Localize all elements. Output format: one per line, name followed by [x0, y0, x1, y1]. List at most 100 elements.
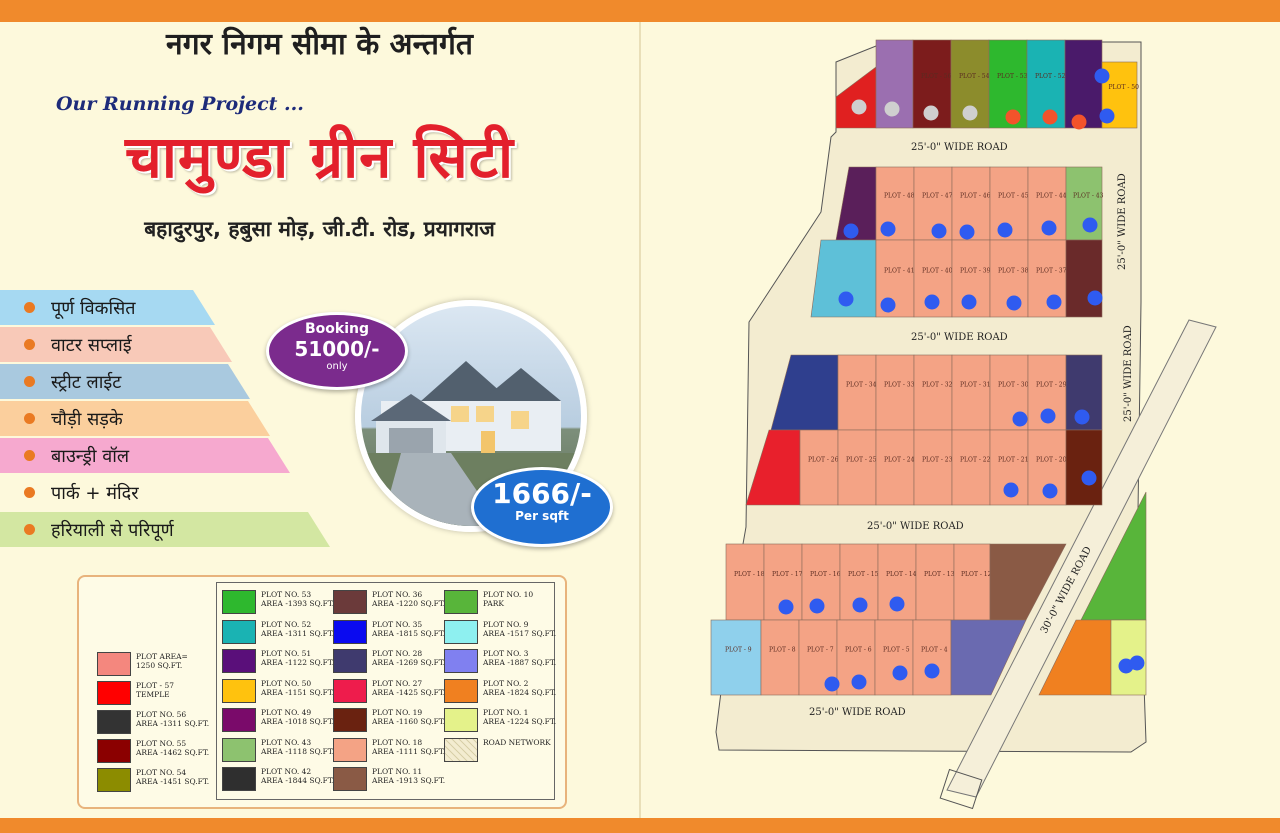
price-unit: Per sqft: [515, 509, 569, 523]
legend-item: PLOT NO. 56 AREA -1311 SQ.FT.: [97, 710, 209, 734]
booked-marker: [923, 105, 939, 121]
plot: [875, 354, 915, 431]
legend-item: PLOT NO. 9 AREA -1517 SQ.FT.: [444, 619, 556, 644]
booked-marker: [961, 294, 977, 310]
booking-label: Booking: [304, 321, 369, 337]
legend-swatch: [444, 649, 478, 673]
booked-marker: [1094, 68, 1110, 84]
booked-marker: [889, 596, 905, 612]
project-address: बहादुरपुर, हबुसा मोड़, जी.टी. रोड, प्रया…: [144, 217, 495, 241]
legend-item: PLOT NO. 43 AREA -1118 SQ.FT.: [222, 737, 334, 762]
feature-label: हरियाली से परिपूर्ण: [51, 519, 174, 541]
booked-marker: [1040, 408, 1056, 424]
legend-label: PLOT NO. 53 AREA -1393 SQ.FT.: [261, 590, 335, 608]
feature-item: बाउन्ड्री वॉल: [0, 438, 290, 473]
bullet-dot-icon: [24, 376, 35, 387]
road-label-1: 25'-0" WIDE ROAD: [911, 142, 1008, 153]
plot: [915, 543, 955, 621]
feature-item: वाटर सप्लाई: [0, 327, 232, 362]
legend-label: PLOT AREA= 1250 SQ.FT.: [136, 652, 188, 670]
legend-swatch: [222, 678, 256, 703]
plot-label: PLOT - 38: [998, 268, 1029, 275]
plot-label: PLOT - 17: [772, 571, 803, 578]
plot: [951, 354, 991, 431]
legend-item: PLOT NO. 11 AREA -1913 SQ.FT.: [333, 767, 445, 791]
plot-label: PLOT - 21: [998, 457, 1028, 464]
road-label-2: 25'-0" WIDE ROAD: [911, 332, 1008, 343]
legend-item: PLOT NO. 52 AREA -1311 SQ.FT.: [222, 619, 335, 644]
legend-item: PLOT NO. 19 AREA -1160 SQ.FT.: [333, 708, 445, 732]
plot-label: PLOT - 52: [1035, 73, 1066, 80]
plot-label: PLOT - 44: [1036, 193, 1067, 200]
plot-label: PLOT - 12: [961, 571, 992, 578]
booking-amount: 51000/-: [294, 337, 380, 361]
legend-item: PLOT NO. 51 AREA -1122 SQ.FT.: [222, 649, 334, 673]
legend-item: ROAD NETWORK: [444, 737, 551, 762]
legend-swatch: [222, 649, 256, 673]
legend-label: PLOT NO. 52 AREA -1311 SQ.FT.: [261, 619, 335, 638]
plot-label: PLOT - 13: [924, 571, 955, 578]
plot-label: PLOT - 6: [845, 647, 872, 654]
legend-item: PLOT NO. 55 AREA -1462 SQ.FT.: [97, 739, 209, 763]
bullet-dot-icon: [24, 487, 35, 498]
bottom-band: [0, 818, 1280, 833]
plot: [951, 429, 991, 506]
legend-item: PLOT NO. 53 AREA -1393 SQ.FT.: [222, 590, 334, 614]
booked-marker: [880, 297, 896, 313]
booked-marker: [851, 674, 867, 690]
legend-label: PLOT NO. 51 AREA -1122 SQ.FT.: [261, 649, 335, 667]
legend-label: PLOT NO. 10 PARK: [483, 590, 534, 608]
plot-label: PLOT - 7: [807, 647, 834, 654]
plot-label: PLOT - 34: [846, 382, 877, 389]
legend-item: PLOT - 57 TEMPLE: [97, 681, 174, 705]
booked-marker: [924, 663, 940, 679]
legend-label: PLOT NO. 56 AREA -1311 SQ.FT.: [136, 710, 210, 728]
legend-item: PLOT NO. 3 AREA -1887 SQ.FT.: [444, 649, 556, 673]
plot-label: PLOT - 29: [1036, 382, 1067, 389]
plot-label: PLOT - 40: [922, 268, 953, 275]
legend-item: PLOT NO. 50 AREA -1151 SQ.FT.: [222, 678, 335, 703]
legend-label: PLOT NO. 19 AREA -1160 SQ.FT.: [372, 708, 446, 726]
booking-badge: Booking 51000/- only: [266, 312, 408, 390]
legend-swatch: [333, 767, 367, 791]
booked-marker: [1006, 295, 1022, 311]
road-label-4: 25'-0" WIDE ROAD: [809, 707, 906, 718]
booked-marker: [1012, 411, 1028, 427]
legend-item: PLOT AREA= 1250 SQ.FT.: [97, 652, 188, 676]
price-badge: 1666/- Per sqft: [471, 467, 613, 547]
booked-marker: [809, 598, 825, 614]
booked-marker: [1074, 409, 1090, 425]
legend-label: PLOT NO. 55 AREA -1462 SQ.FT.: [136, 739, 210, 757]
booked-marker: [1005, 109, 1021, 125]
legend-label: PLOT NO. 36 AREA -1220 SQ.FT.: [372, 590, 446, 608]
legend-label: PLOT NO. 50 AREA -1151 SQ.FT.: [261, 678, 335, 697]
plot-label: PLOT - 9: [725, 647, 752, 654]
legend-grid: [216, 582, 555, 800]
project-title: चामुण्डा ग्रीन सिटी: [125, 123, 514, 191]
plot-label: PLOT - 47: [922, 193, 953, 200]
plot: [725, 543, 765, 621]
booked-marker: [1129, 655, 1145, 671]
legend-swatch: [97, 681, 131, 705]
booked-marker: [843, 223, 859, 239]
plot-label: PLOT - 26: [808, 457, 839, 464]
plot-label: PLOT - 30: [998, 382, 1029, 389]
legend-swatch: [97, 768, 131, 792]
plot-label: PLOT - 31: [960, 382, 990, 389]
legend-label: PLOT - 57 TEMPLE: [136, 681, 175, 699]
booked-marker: [838, 291, 854, 307]
plot: [1064, 39, 1103, 129]
legend-swatch: [333, 678, 367, 703]
plot-label: PLOT - 15: [848, 571, 879, 578]
legend-item: PLOT NO. 54 AREA -1451 SQ.FT.: [97, 768, 209, 792]
plot-label: PLOT - 43: [1073, 193, 1104, 200]
plot-label: PLOT - 46: [960, 193, 991, 200]
feature-item: हरियाली से परिपूर्ण: [0, 512, 330, 547]
plot: [837, 354, 877, 431]
plot-label: PLOT - 48: [884, 193, 915, 200]
legend-item: PLOT NO. 42 AREA -1844 SQ.FT.: [222, 767, 334, 791]
plot-label: PLOT - 33: [884, 382, 915, 389]
booked-marker: [824, 676, 840, 692]
feature-item: स्ट्रीट लाईट: [0, 364, 250, 399]
booked-marker: [892, 665, 908, 681]
